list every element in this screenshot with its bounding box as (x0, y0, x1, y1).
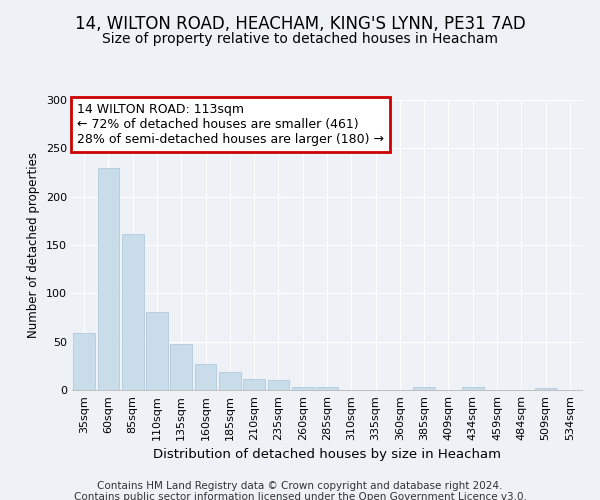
Bar (292, 387, 314, 390)
Bar (97, 168, 119, 390)
Text: Contains public sector information licensed under the Open Government Licence v3: Contains public sector information licen… (74, 492, 526, 500)
Bar (243, 380, 265, 390)
X-axis label: Distribution of detached houses by size in Heacham: Distribution of detached houses by size … (153, 448, 501, 462)
Bar (462, 387, 484, 390)
Bar (268, 380, 289, 390)
Y-axis label: Number of detached properties: Number of detached properties (28, 152, 40, 338)
Bar (170, 344, 192, 390)
Bar (219, 372, 241, 390)
Bar (122, 234, 143, 390)
Text: 14, WILTON ROAD, HEACHAM, KING'S LYNN, PE31 7AD: 14, WILTON ROAD, HEACHAM, KING'S LYNN, P… (74, 15, 526, 33)
Bar (413, 387, 435, 390)
Text: 14 WILTON ROAD: 113sqm
← 72% of detached houses are smaller (461)
28% of semi-de: 14 WILTON ROAD: 113sqm ← 72% of detached… (77, 103, 384, 146)
Bar (73, 333, 95, 390)
Bar (535, 388, 556, 390)
Bar (316, 387, 338, 390)
Bar (146, 312, 168, 390)
Text: Contains HM Land Registry data © Crown copyright and database right 2024.: Contains HM Land Registry data © Crown c… (97, 481, 503, 491)
Bar (194, 364, 217, 390)
Text: Size of property relative to detached houses in Heacham: Size of property relative to detached ho… (102, 32, 498, 46)
